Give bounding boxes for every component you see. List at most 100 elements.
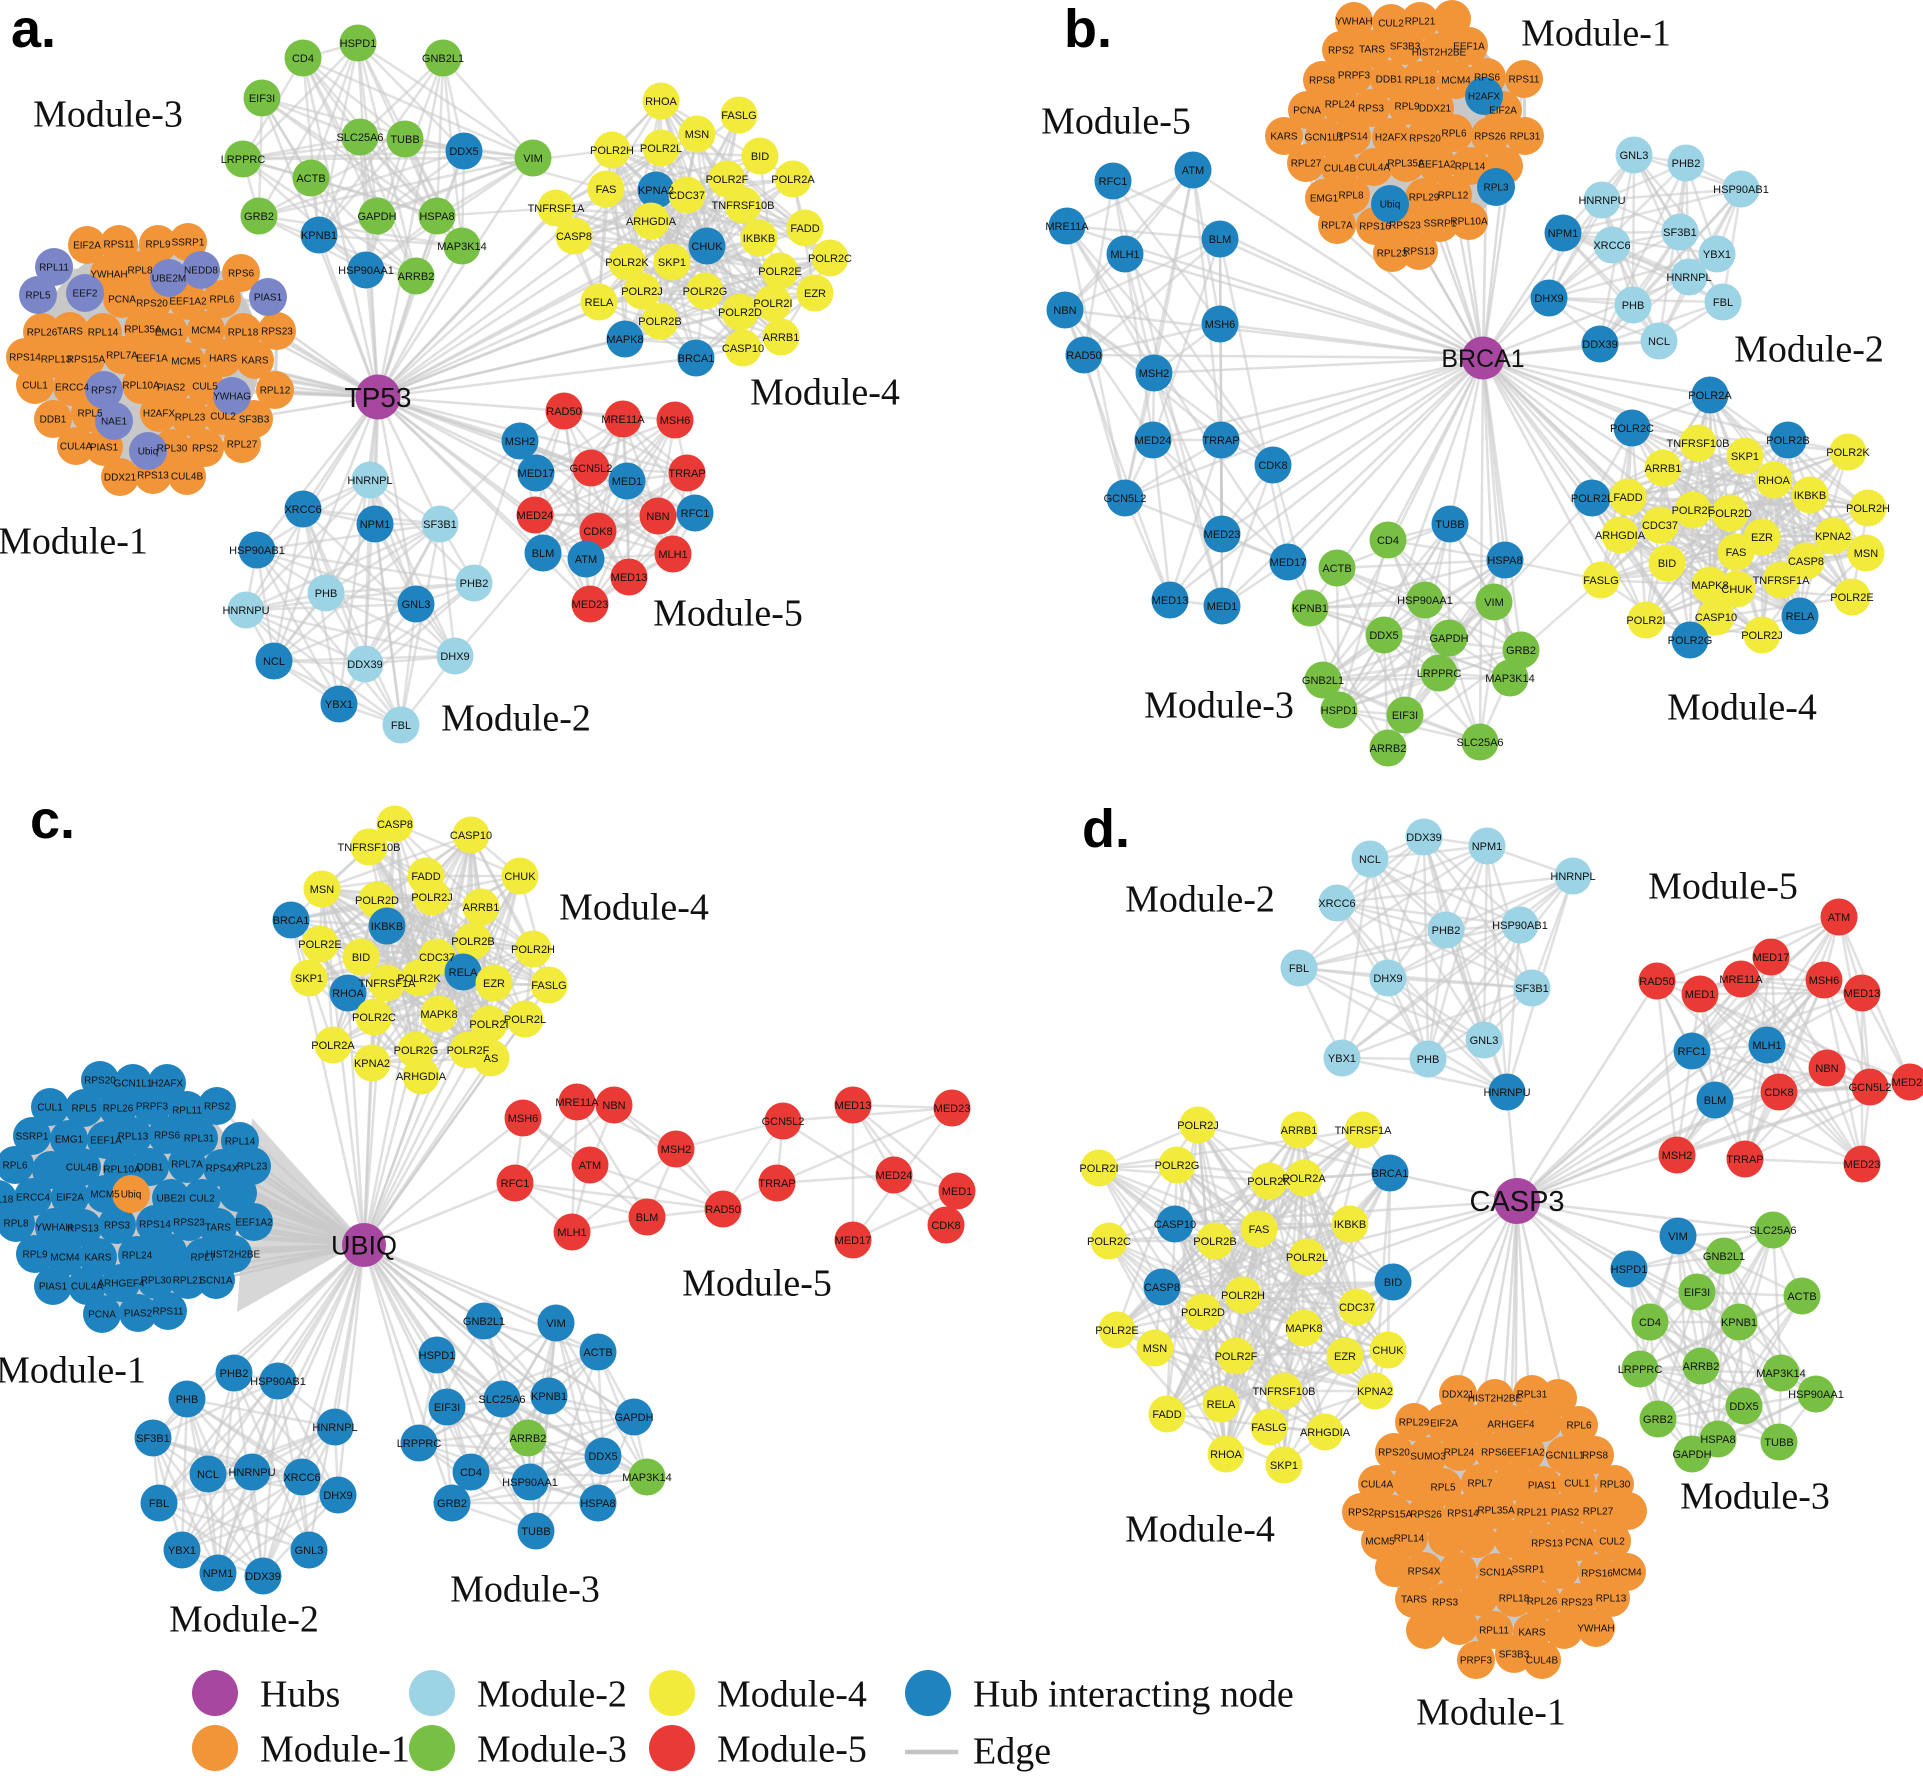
svg-text:HSPA8: HSPA8 [580, 1498, 615, 1510]
svg-text:CUL2: CUL2 [210, 412, 236, 423]
svg-text:RHOA: RHOA [1758, 475, 1790, 487]
svg-text:UBE2M: UBE2M [152, 274, 186, 285]
svg-text:MED1: MED1 [1207, 601, 1238, 613]
svg-text:HSP90AA1: HSP90AA1 [338, 265, 394, 277]
svg-text:RPS11: RPS11 [1509, 75, 1540, 86]
svg-text:PHB: PHB [1622, 300, 1645, 312]
svg-text:FAS: FAS [596, 184, 617, 196]
svg-text:KPNB1: KPNB1 [531, 1391, 567, 1403]
svg-text:RFC1: RFC1 [1678, 1046, 1707, 1058]
svg-text:HSP90AB1: HSP90AB1 [1713, 184, 1769, 196]
svg-text:MED17: MED17 [835, 1235, 872, 1247]
svg-text:DDX5: DDX5 [1729, 1401, 1758, 1413]
svg-text:MED24: MED24 [1892, 1077, 1923, 1089]
svg-text:MLH1: MLH1 [658, 549, 687, 561]
svg-text:b.: b. [1064, 0, 1112, 59]
svg-text:RPL21: RPL21 [1405, 17, 1436, 28]
svg-text:TRRAP: TRRAP [758, 1178, 795, 1190]
svg-text:POLR2J: POLR2J [1741, 630, 1783, 642]
svg-text:YBX1: YBX1 [1703, 249, 1731, 261]
svg-text:POLR2E: POLR2E [758, 266, 801, 278]
svg-text:MED24: MED24 [1135, 435, 1172, 447]
svg-text:DHX9: DHX9 [440, 651, 469, 663]
svg-text:MED24: MED24 [876, 1170, 913, 1182]
svg-text:RPL26: RPL26 [103, 1104, 134, 1115]
svg-text:IKBKB: IKBKB [371, 921, 403, 933]
svg-text:RPL9: RPL9 [145, 240, 170, 251]
svg-text:RPL18: RPL18 [0, 1195, 14, 1206]
svg-text:CASP8: CASP8 [377, 819, 413, 831]
svg-text:POLR2L: POLR2L [504, 1014, 546, 1026]
svg-text:MED23: MED23 [1204, 529, 1241, 541]
svg-text:CUL4B: CUL4B [1526, 1656, 1559, 1667]
svg-text:PHB2: PHB2 [1672, 158, 1701, 170]
svg-text:Module-4: Module-4 [1125, 1508, 1275, 1550]
svg-text:POLR2I: POLR2I [469, 1019, 508, 1031]
svg-text:HSP90AB1: HSP90AB1 [1492, 920, 1548, 932]
svg-text:KPNA2: KPNA2 [354, 1058, 390, 1070]
svg-text:RPL6: RPL6 [2, 1161, 27, 1172]
svg-text:RPL35A: RPL35A [1477, 1506, 1515, 1517]
svg-text:RPL26: RPL26 [1527, 1597, 1558, 1608]
svg-text:POLR2I: POLR2I [1626, 615, 1665, 627]
svg-text:YBX1: YBX1 [168, 1545, 196, 1557]
svg-text:RPL5: RPL5 [77, 409, 102, 420]
svg-text:MAP3K14: MAP3K14 [622, 1472, 672, 1484]
svg-text:MRE11A: MRE11A [1719, 974, 1763, 986]
svg-text:LRPPRC: LRPPRC [221, 154, 266, 166]
svg-text:EIF2A: EIF2A [73, 241, 101, 252]
svg-text:UBIQ: UBIQ [331, 1230, 397, 1260]
svg-text:GCN1L1: GCN1L1 [114, 1079, 153, 1090]
svg-text:RPS3: RPS3 [1358, 104, 1385, 115]
svg-text:MLH1: MLH1 [557, 1227, 586, 1239]
svg-text:RAD50: RAD50 [546, 406, 581, 418]
svg-text:EZR: EZR [483, 978, 505, 990]
svg-text:RPS6: RPS6 [1481, 1448, 1508, 1459]
svg-text:GAPDH: GAPDH [1429, 633, 1468, 645]
svg-text:HSP90AA1: HSP90AA1 [502, 1477, 558, 1489]
svg-text:RHOA: RHOA [332, 988, 364, 1000]
svg-text:RPL21: RPL21 [173, 1276, 204, 1287]
svg-text:POLR2K: POLR2K [1826, 447, 1870, 459]
svg-text:NCL: NCL [263, 656, 285, 668]
svg-text:TUBB: TUBB [1435, 519, 1464, 531]
svg-text:EEF2: EEF2 [72, 289, 97, 300]
svg-text:HSPA8: HSPA8 [419, 211, 454, 223]
svg-text:PCNA: PCNA [88, 1310, 116, 1321]
svg-text:RPS4X: RPS4X [206, 1164, 239, 1175]
svg-text:KPNB1: KPNB1 [1292, 603, 1328, 615]
svg-text:DDX21: DDX21 [1419, 104, 1452, 115]
svg-text:ERCC4: ERCC4 [55, 383, 89, 394]
svg-text:XRCC6: XRCC6 [1318, 898, 1355, 910]
svg-text:RPL13: RPL13 [1596, 1594, 1627, 1605]
svg-text:POLR2B: POLR2B [1766, 435, 1809, 447]
svg-text:RPS3: RPS3 [104, 1221, 131, 1232]
svg-text:TARS: TARS [57, 327, 83, 338]
svg-text:RPL10A: RPL10A [122, 381, 160, 392]
svg-text:RPS20: RPS20 [1378, 1448, 1410, 1459]
svg-text:POLR2D: POLR2D [355, 895, 399, 907]
svg-text:SUMO3: SUMO3 [1410, 1452, 1446, 1463]
svg-text:HNRNPU: HNRNPU [1483, 1087, 1530, 1099]
svg-text:BRCA1: BRCA1 [1372, 1168, 1409, 1180]
svg-text:KPNB1: KPNB1 [301, 230, 337, 242]
svg-text:RPS6: RPS6 [1474, 73, 1501, 84]
svg-text:PIAS1: PIAS1 [254, 293, 283, 304]
svg-text:GNL3: GNL3 [1620, 150, 1649, 162]
svg-text:HSP90AA1: HSP90AA1 [1397, 595, 1453, 607]
svg-text:MSN: MSN [1854, 548, 1879, 560]
svg-text:XRCC6: XRCC6 [284, 504, 321, 516]
svg-text:RPS11: RPS11 [104, 240, 135, 251]
svg-text:ARRB1: ARRB1 [463, 902, 500, 914]
svg-text:CASP10: CASP10 [1154, 1219, 1196, 1231]
svg-text:KARS: KARS [241, 356, 269, 367]
svg-text:RHOA: RHOA [645, 96, 677, 108]
svg-text:PHB2: PHB2 [220, 1368, 249, 1380]
svg-text:KARS: KARS [84, 1253, 112, 1264]
svg-text:RAD50: RAD50 [705, 1204, 740, 1216]
svg-text:RPL11: RPL11 [172, 1106, 202, 1117]
svg-text:TARS: TARS [205, 1223, 231, 1234]
svg-text:MED23: MED23 [572, 599, 609, 611]
svg-text:MSN: MSN [1143, 1343, 1168, 1355]
svg-text:CUL4B: CUL4B [66, 1163, 99, 1174]
